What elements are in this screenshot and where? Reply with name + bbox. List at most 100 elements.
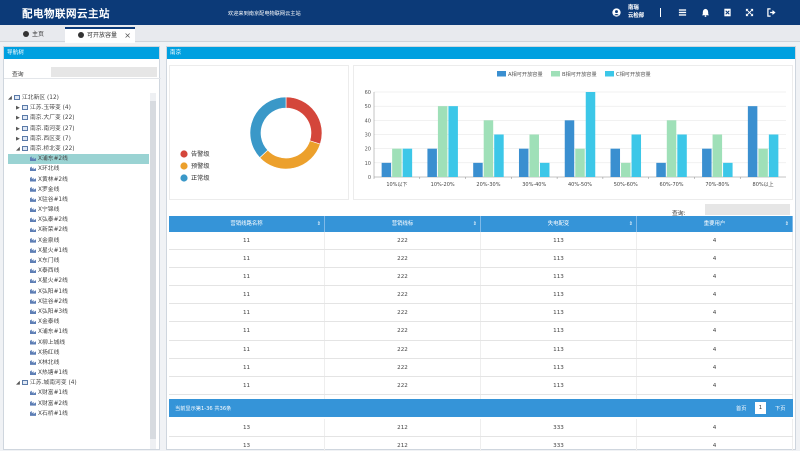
caret-down-icon[interactable]: ◢ [16, 380, 20, 387]
bar[interactable] [539, 162, 550, 177]
table-row[interactable]: 11 222 113 4 [169, 304, 793, 323]
tree-scrollbar[interactable] [150, 93, 156, 449]
legend-marker[interactable] [497, 71, 506, 77]
bar[interactable] [631, 134, 642, 178]
column-header[interactable]: 重要用户 ⇕ [637, 216, 793, 232]
user-icon[interactable] [612, 8, 621, 17]
table-row[interactable]: 11 222 113 4 [169, 340, 793, 359]
caret-right-icon[interactable]: ▶ [16, 125, 20, 132]
bar[interactable] [381, 162, 392, 177]
legend-marker[interactable] [605, 71, 614, 77]
bar[interactable] [448, 106, 458, 177]
tree-line-node[interactable]: X黄林#2线 [8, 175, 149, 185]
bar[interactable] [518, 148, 529, 177]
tree-folder-node[interactable]: ▶ 南京.西区变 (7) [8, 134, 149, 144]
caret-right-icon[interactable]: ▶ [16, 135, 20, 142]
tree-line-node[interactable]: X扬红线 [8, 348, 149, 358]
tree-folder-node[interactable]: ◢ 江北新区 (12) [8, 93, 149, 103]
tree-line-node[interactable]: X浦东#2线 [8, 154, 149, 165]
column-header[interactable]: 失电配变 ⇕ [481, 216, 637, 232]
tree-line-node[interactable]: X财富#2线 [8, 399, 149, 409]
sort-icon[interactable]: ⇕ [784, 221, 789, 227]
table-row[interactable]: 11 222 113 4 [169, 250, 793, 269]
tree-line-node[interactable]: X财富#1线 [8, 388, 149, 398]
table-row[interactable]: 11 222 113 4 [169, 286, 793, 305]
table-row[interactable]: 112221138 [169, 394, 793, 400]
bar[interactable] [392, 148, 402, 177]
column-header[interactable]: 营销线路名称 ⇕ [169, 216, 325, 232]
user-info[interactable]: 南瑞 云检部 [628, 4, 644, 20]
tree-line-node[interactable]: X石桥#1线 [8, 409, 149, 419]
tree-line-node[interactable]: X林北线 [8, 358, 149, 368]
tree-folder-node[interactable]: ◢ 南京.桥北变 (22) [8, 144, 149, 154]
current-page-button[interactable]: 1 [755, 402, 766, 414]
next-page-button[interactable]: 下页 [775, 406, 786, 412]
tab-home[interactable]: 主页 [10, 27, 65, 42]
bar[interactable] [666, 120, 677, 177]
bar[interactable] [677, 134, 687, 178]
tree-line-node[interactable]: X金泰线 [8, 317, 149, 327]
tree-line-node[interactable]: X新荣#2线 [8, 225, 149, 235]
bar[interactable] [575, 148, 585, 177]
bar[interactable] [494, 134, 504, 178]
sort-icon[interactable]: ⇕ [628, 221, 633, 227]
caret-right-icon[interactable]: ▶ [16, 115, 20, 122]
sort-icon[interactable]: ⇕ [316, 221, 321, 227]
bar[interactable] [437, 106, 448, 177]
table-row[interactable]: 13 212 333 4 [169, 419, 793, 438]
excel-export-icon[interactable] [723, 8, 732, 17]
bar[interactable] [473, 162, 483, 177]
bar[interactable] [758, 148, 768, 177]
tree-line-node[interactable]: X宁锦线 [8, 205, 149, 215]
caret-down-icon[interactable]: ◢ [8, 95, 12, 101]
tree-line-node[interactable]: X浦东#1线 [8, 327, 149, 337]
donut-slice[interactable] [259, 140, 321, 170]
bar[interactable] [621, 162, 631, 177]
tab-open-capacity[interactable]: 可开放容量 × [65, 27, 135, 43]
table-row[interactable]: 11 222 113 4 [169, 268, 793, 287]
donut-slice[interactable] [285, 96, 323, 145]
tree-line-node[interactable]: X热塘#1线 [8, 368, 149, 378]
close-icon[interactable]: × [124, 31, 131, 40]
first-page-button[interactable]: 首页 [736, 406, 747, 412]
tree-line-node[interactable]: X弘泰#2线 [8, 215, 149, 225]
bar[interactable] [529, 134, 539, 178]
scrollbar-thumb[interactable] [150, 101, 156, 439]
bar[interactable] [483, 120, 494, 177]
tree-line-node[interactable]: X弘阳#3线 [8, 307, 149, 317]
tree-line-node[interactable]: X罗金线 [8, 185, 149, 195]
tree-folder-node[interactable]: ▶ 南京.大厂变 (22) [8, 113, 149, 123]
legend-marker[interactable] [551, 71, 560, 77]
table-row[interactable]: 11 222 113 4 [169, 358, 793, 377]
fullscreen-icon[interactable] [745, 8, 754, 17]
tree-line-node[interactable]: X星火#2线 [8, 276, 149, 286]
bar[interactable] [702, 148, 712, 177]
table-row[interactable]: 11 222 113 4 [169, 322, 793, 341]
tree-line-node[interactable]: X柳上城线 [8, 338, 149, 348]
bar[interactable] [768, 134, 779, 178]
tree-line-node[interactable]: X金泉线 [8, 236, 149, 246]
bar[interactable] [564, 120, 575, 177]
bar[interactable] [402, 148, 413, 177]
bar[interactable] [723, 162, 733, 177]
tree-search-input[interactable] [51, 67, 157, 77]
tree-folder-node[interactable]: ▶ 江苏.玉带变 (4) [8, 103, 149, 113]
caret-right-icon[interactable]: ▶ [16, 105, 20, 112]
tree-line-node[interactable]: X东门线 [8, 256, 149, 266]
bar[interactable] [747, 106, 758, 177]
table-query-input[interactable] [705, 204, 790, 215]
bar[interactable] [656, 162, 666, 177]
table-row[interactable]: 11 222 113 4 [169, 232, 793, 251]
tree-line-node[interactable]: X泰西线 [8, 266, 149, 276]
bell-icon[interactable] [701, 8, 710, 17]
tree-line-node[interactable]: X驻谷#2线 [8, 297, 149, 307]
tree-line-node[interactable]: X环北线 [8, 164, 149, 174]
bar[interactable] [712, 134, 723, 178]
tree-line-node[interactable]: X驻谷#1线 [8, 195, 149, 205]
tree-folder-node[interactable]: ▶ 南京.南河变 (27) [8, 124, 149, 134]
donut-slice[interactable] [249, 96, 287, 159]
tree-folder-node[interactable]: ◢ 江苏.城南河变 (4) [8, 378, 149, 388]
bar[interactable] [427, 148, 437, 177]
caret-down-icon[interactable]: ◢ [16, 145, 20, 152]
column-header[interactable]: 营销线标 ⇕ [325, 216, 481, 232]
